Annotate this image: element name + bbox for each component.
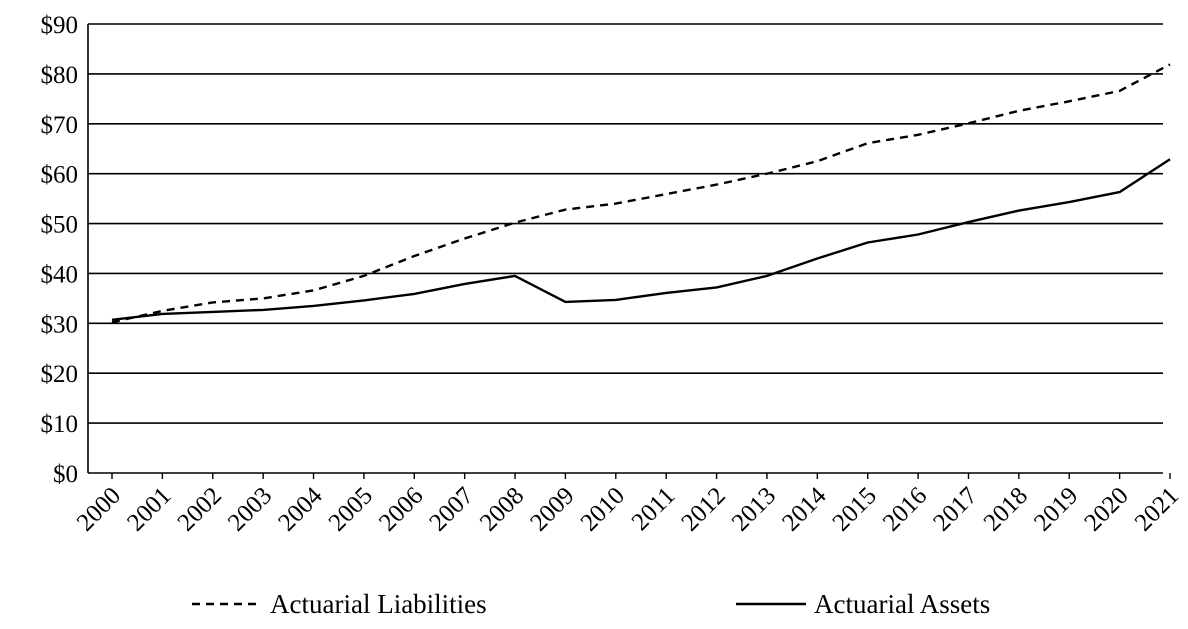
x-tick-label: 2003 xyxy=(223,482,277,536)
y-tick-label: $30 xyxy=(41,311,79,338)
series-lines xyxy=(111,63,1171,324)
y-axis-tick-labels: $0 $10 $20 $30 $40 $50 $60 $70 $80 $90 xyxy=(41,12,79,488)
x-tick-label: 2015 xyxy=(828,482,882,536)
x-tick-label: 2020 xyxy=(1079,482,1133,536)
x-axis-tick-labels: 2000200120022003200420052006200720082009… xyxy=(72,482,1184,537)
y-tick-label: $90 xyxy=(41,12,79,39)
x-tick-label: 2002 xyxy=(173,482,227,536)
y-tick-label: $50 xyxy=(41,212,79,239)
x-tick-label: 2009 xyxy=(525,482,579,536)
x-tick-label: 2006 xyxy=(374,482,428,536)
legend: Actuarial Liabilities Actuarial Assets xyxy=(192,589,990,619)
y-tick-label: $60 xyxy=(41,162,79,189)
x-tick-label: 2005 xyxy=(324,482,378,536)
y-tick-label: $20 xyxy=(41,361,79,388)
x-tick-label: 2004 xyxy=(273,482,328,537)
x-tick-label: 2011 xyxy=(627,482,681,536)
x-tick-label: 2018 xyxy=(979,482,1033,536)
liabilities-line xyxy=(111,63,1171,324)
gridlines xyxy=(88,23,1163,424)
x-tick-label: 2014 xyxy=(777,482,832,537)
x-tick-label: 2007 xyxy=(424,482,478,536)
x-tick-label: 2000 xyxy=(72,482,126,536)
axes xyxy=(87,24,1171,479)
x-tick-label: 2010 xyxy=(576,482,630,536)
x-tick-label: 2016 xyxy=(878,482,932,536)
x-tick-label: 2001 xyxy=(122,482,176,536)
legend-label: Actuarial Liabilities xyxy=(270,589,487,619)
y-tick-label: $70 xyxy=(41,112,79,139)
legend-label: Actuarial Assets xyxy=(814,589,990,619)
x-tick-label: 2008 xyxy=(475,482,529,536)
x-tick-label: 2019 xyxy=(1029,482,1083,536)
x-tick-label: 2012 xyxy=(676,482,730,536)
y-tick-label: $10 xyxy=(41,411,79,438)
x-tick-label: 2013 xyxy=(727,482,781,536)
y-tick-label: $80 xyxy=(41,62,79,89)
x-tick-label: 2017 xyxy=(928,482,982,536)
x-tick-label: 2021 xyxy=(1130,482,1184,536)
y-tick-label: $40 xyxy=(41,261,79,288)
y-tick-label: $0 xyxy=(53,461,78,488)
assets-line xyxy=(111,158,1171,321)
